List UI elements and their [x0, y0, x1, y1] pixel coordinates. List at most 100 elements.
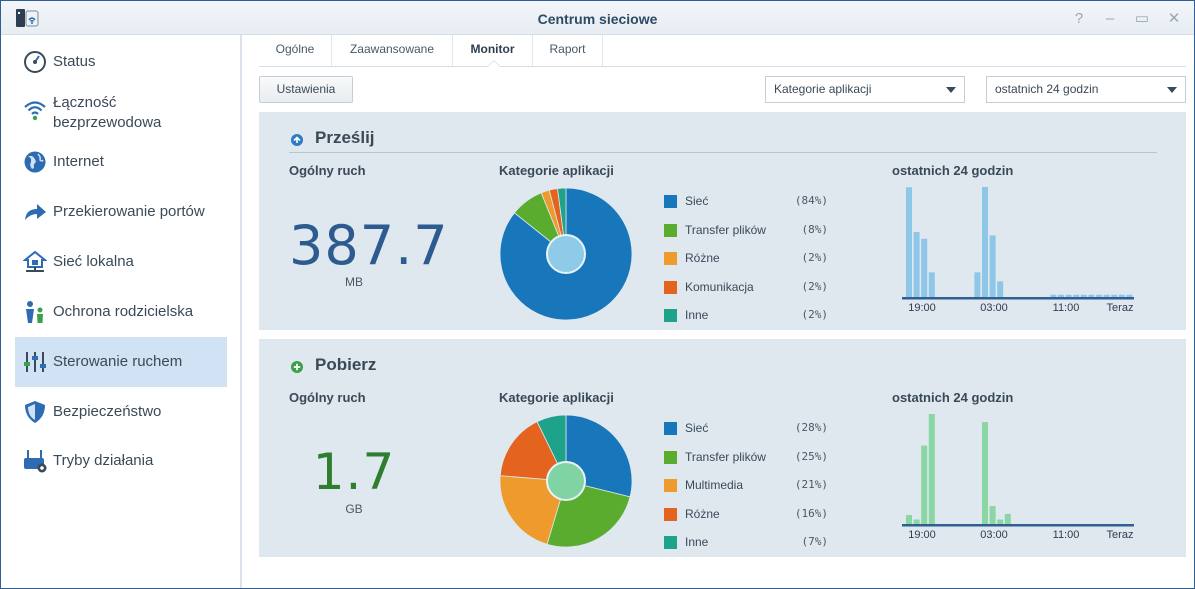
legend-label: Inne: [685, 535, 709, 549]
traffic-bar: [974, 272, 981, 297]
sidebar-item-operation-modes[interactable]: Tryby działania: [15, 436, 227, 486]
category-select[interactable]: Kategorie aplikacji: [765, 76, 965, 103]
sidebar-item-parental-control[interactable]: Ochrona rodzicielska: [15, 287, 227, 337]
total-traffic-unit: GB: [345, 502, 363, 516]
tab-general[interactable]: Ogólne: [259, 35, 332, 66]
sidebar-item-label: Ochrona rodzicielska: [53, 303, 194, 320]
legend-label: Sieć: [685, 194, 709, 208]
maximize-icon[interactable]: ▭: [1134, 10, 1150, 27]
shield-icon: [25, 401, 45, 423]
sidebar-item-label: Bezpieczeństwo: [53, 403, 162, 420]
x-tick-label: 19:00: [908, 529, 936, 539]
traffic-bar: [921, 445, 928, 524]
upload-pie-chart: [499, 187, 633, 321]
category-select-value: Kategorie aplikacji: [774, 82, 872, 96]
x-tick-label: 03:00: [980, 529, 1008, 539]
active-tab-indicator-fill: [488, 61, 500, 67]
legend-item: Sieć (28%): [664, 419, 834, 439]
legend-label: Transfer plików: [685, 449, 766, 464]
x-tick-label: 19:00: [908, 302, 936, 312]
legend-percent: (2%): [801, 308, 829, 321]
sidebar-item-local-network[interactable]: Sieć lokalna: [15, 237, 227, 287]
legend-swatch: [664, 450, 677, 464]
minimize-icon[interactable]: –: [1105, 10, 1115, 27]
x-axis: [902, 524, 1134, 527]
period-select[interactable]: ostatnich 24 godzin: [986, 76, 1186, 103]
help-icon[interactable]: ?: [1074, 10, 1084, 27]
sidebar-item-label: Łączność bezprzewodowa: [53, 94, 162, 131]
pie-slice: [499, 475, 567, 545]
tab-monitor[interactable]: Monitor: [453, 35, 533, 66]
total-traffic-label: Ogólny ruch: [289, 163, 366, 178]
tab-advanced[interactable]: Zaawansowane: [332, 35, 453, 66]
traffic-bar: [989, 506, 996, 524]
traffic-bar: [1088, 294, 1095, 297]
title-bar: Centrum sieciowe ? – ▭ ✕: [1, 1, 1194, 35]
legend-label: Inne: [685, 308, 709, 322]
period-label: ostatnich 24 godzin: [892, 163, 1014, 178]
legend-label: Komunikacja: [685, 279, 754, 294]
x-tick-label: Teraz: [1107, 529, 1134, 539]
legend-swatch: [664, 195, 677, 208]
total-traffic-value: 1.7: [312, 443, 396, 501]
legend-percent: (25%): [794, 449, 828, 463]
traffic-bar: [997, 519, 1004, 524]
legend-swatch: [664, 536, 677, 549]
chevron-down-icon: [946, 87, 956, 93]
sidebar-item-wireless[interactable]: Łączność bezprzewodowa: [15, 87, 227, 143]
legend-swatch: [664, 309, 677, 322]
upload-panel: Prześlij Ogólny ruch Kategorie aplikacji…: [259, 112, 1186, 330]
tab-report[interactable]: Raport: [533, 35, 603, 66]
sidebar-item-port-forwarding[interactable]: Przekierowanie portów: [15, 187, 227, 237]
window-title: Centrum sieciowe: [537, 11, 658, 27]
total-traffic-unit: MB: [345, 275, 363, 289]
x-tick-label: 11:00: [1053, 302, 1080, 312]
x-axis: [902, 297, 1134, 300]
traffic-bar: [997, 281, 1004, 297]
legend-item: Różne (2%): [664, 249, 834, 269]
traffic-bar: [906, 187, 912, 297]
traffic-bar: [928, 414, 935, 524]
chevron-down-icon: [1167, 87, 1177, 93]
traffic-bar: [913, 519, 920, 524]
total-traffic-label: Ogólny ruch: [289, 390, 366, 405]
close-icon[interactable]: ✕: [1167, 10, 1181, 27]
legend-item: Inne (2%): [664, 306, 834, 326]
legend-label: Transfer plików: [685, 222, 766, 237]
traffic-bar: [906, 515, 912, 524]
traffic-bar: [982, 187, 988, 297]
sidebar-item-status[interactable]: Status: [15, 37, 227, 87]
legend-percent: (28%): [794, 421, 828, 434]
upload-arrow-icon: [291, 134, 303, 146]
settings-button[interactable]: Ustawienia: [259, 76, 353, 103]
sidebar-item-internet[interactable]: Internet: [15, 137, 227, 187]
legend-percent: (7%): [801, 535, 829, 548]
app-categories-label: Kategorie aplikacji: [499, 163, 614, 178]
legend-item: Różne (16%): [664, 505, 834, 525]
legend-percent: (16%): [794, 506, 828, 520]
download-title: Pobierz: [315, 355, 377, 374]
pie-center: [546, 234, 586, 274]
x-tick-label: Teraz: [1107, 302, 1134, 312]
pie-center: [546, 461, 586, 501]
sidebar-item-traffic-control[interactable]: Sterowanie ruchem: [15, 337, 227, 387]
period-label: ostatnich 24 godzin: [892, 390, 1014, 405]
period-select-value: ostatnich 24 godzin: [995, 82, 1099, 96]
legend-item: Komunikacja (2%): [664, 278, 834, 298]
download-plus-icon: [291, 361, 303, 373]
sidebar-item-security[interactable]: Bezpieczeństwo: [15, 387, 227, 437]
download-panel: Pobierz Ogólny ruch Kategorie aplikacji …: [259, 339, 1186, 557]
legend-label: Różne: [685, 251, 720, 265]
legend-swatch: [664, 252, 677, 265]
traffic-bar: [1065, 294, 1072, 297]
legend-swatch: [664, 479, 677, 492]
sidebar-item-label: Status: [53, 53, 96, 70]
traffic-bar: [989, 235, 996, 297]
traffic-bar: [1004, 513, 1011, 524]
sidebar-item-label: Przekierowanie portów: [53, 203, 205, 220]
total-traffic-value: 387.7: [289, 214, 449, 277]
traffic-bar: [921, 238, 928, 297]
sliders-icon: [24, 352, 46, 372]
legend-item: Sieć (84%): [664, 192, 834, 212]
